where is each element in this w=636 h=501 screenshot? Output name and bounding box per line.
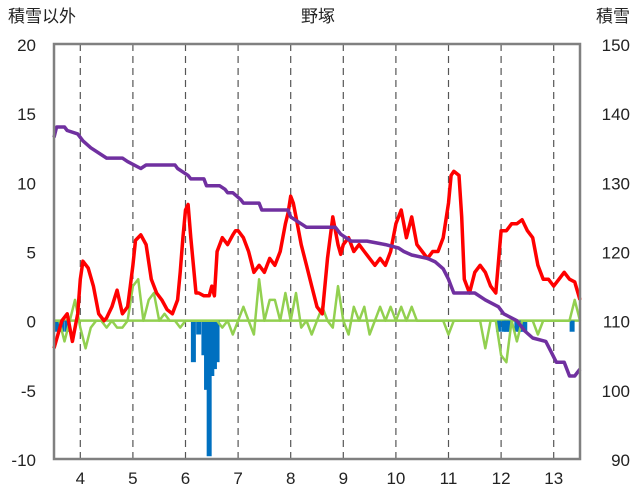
x-ticks: 4 5 6 7 8 9 10 11 12 13	[76, 469, 564, 488]
snowfall-bar	[204, 320, 210, 390]
chart-title: 野塚	[301, 7, 335, 27]
x-tick-label: 6	[181, 469, 190, 488]
x-tick-label: 8	[286, 469, 295, 488]
left-y-tick-label: -10	[11, 451, 36, 470]
x-tick-label: 11	[440, 469, 458, 488]
left-y-tick-label: 0	[27, 313, 36, 332]
snowfall-bar	[196, 320, 202, 335]
snowfall-bar	[514, 320, 520, 332]
right-axis-label: 積雪	[596, 7, 630, 27]
left-y-tick-label: 10	[17, 174, 36, 193]
vertical-grid	[79, 44, 555, 459]
snowfall-bar	[506, 320, 512, 332]
snowfall-bar	[214, 320, 220, 363]
x-tick-label: 9	[339, 469, 348, 488]
x-tick-label: 10	[386, 469, 405, 488]
left-y-tick-label: -5	[21, 382, 36, 401]
series-line	[54, 277, 582, 364]
snowfall-bar	[522, 320, 528, 332]
right-y-ticks: 90 100 110 120 130 140 150	[602, 36, 630, 470]
right-y-tick-label: 150	[602, 36, 630, 55]
left-y-tick-label: 15	[17, 105, 36, 124]
right-y-tick-label: 100	[602, 382, 630, 401]
x-tick-label: 13	[544, 469, 563, 488]
plot-frame	[52, 42, 582, 461]
series-line	[52, 169, 582, 349]
left-axis-label: 積雪以外	[8, 7, 76, 27]
x-tick-label: 5	[128, 469, 137, 488]
right-y-tick-label: 90	[611, 451, 630, 470]
left-y-ticks: -10 -5 0 5 10 15 20	[11, 36, 36, 470]
left-y-tick-label: 5	[27, 244, 36, 263]
left-y-tick-label: 20	[17, 36, 36, 55]
right-y-tick-label: 130	[602, 174, 630, 193]
series-group	[52, 125, 582, 457]
x-tick-label: 4	[76, 469, 85, 488]
snowfall-bar	[190, 320, 196, 363]
snowfall-bar	[209, 320, 215, 376]
right-y-tick-label: 110	[603, 313, 630, 332]
snowfall-bar	[211, 320, 217, 370]
snowfall-bar	[569, 320, 575, 332]
snowfall-bar	[501, 320, 507, 332]
x-tick-label: 7	[233, 469, 242, 488]
right-y-tick-label: 140	[602, 105, 630, 124]
snowfall-bar	[503, 320, 509, 332]
x-tick-label: 12	[492, 469, 511, 488]
series-line	[52, 125, 582, 378]
snowfall-bar	[54, 320, 60, 332]
snowfall-bar	[206, 320, 212, 457]
snowfall-bar	[201, 320, 207, 356]
snowfall-bar	[495, 320, 501, 332]
right-y-tick-label: 120	[602, 244, 630, 263]
